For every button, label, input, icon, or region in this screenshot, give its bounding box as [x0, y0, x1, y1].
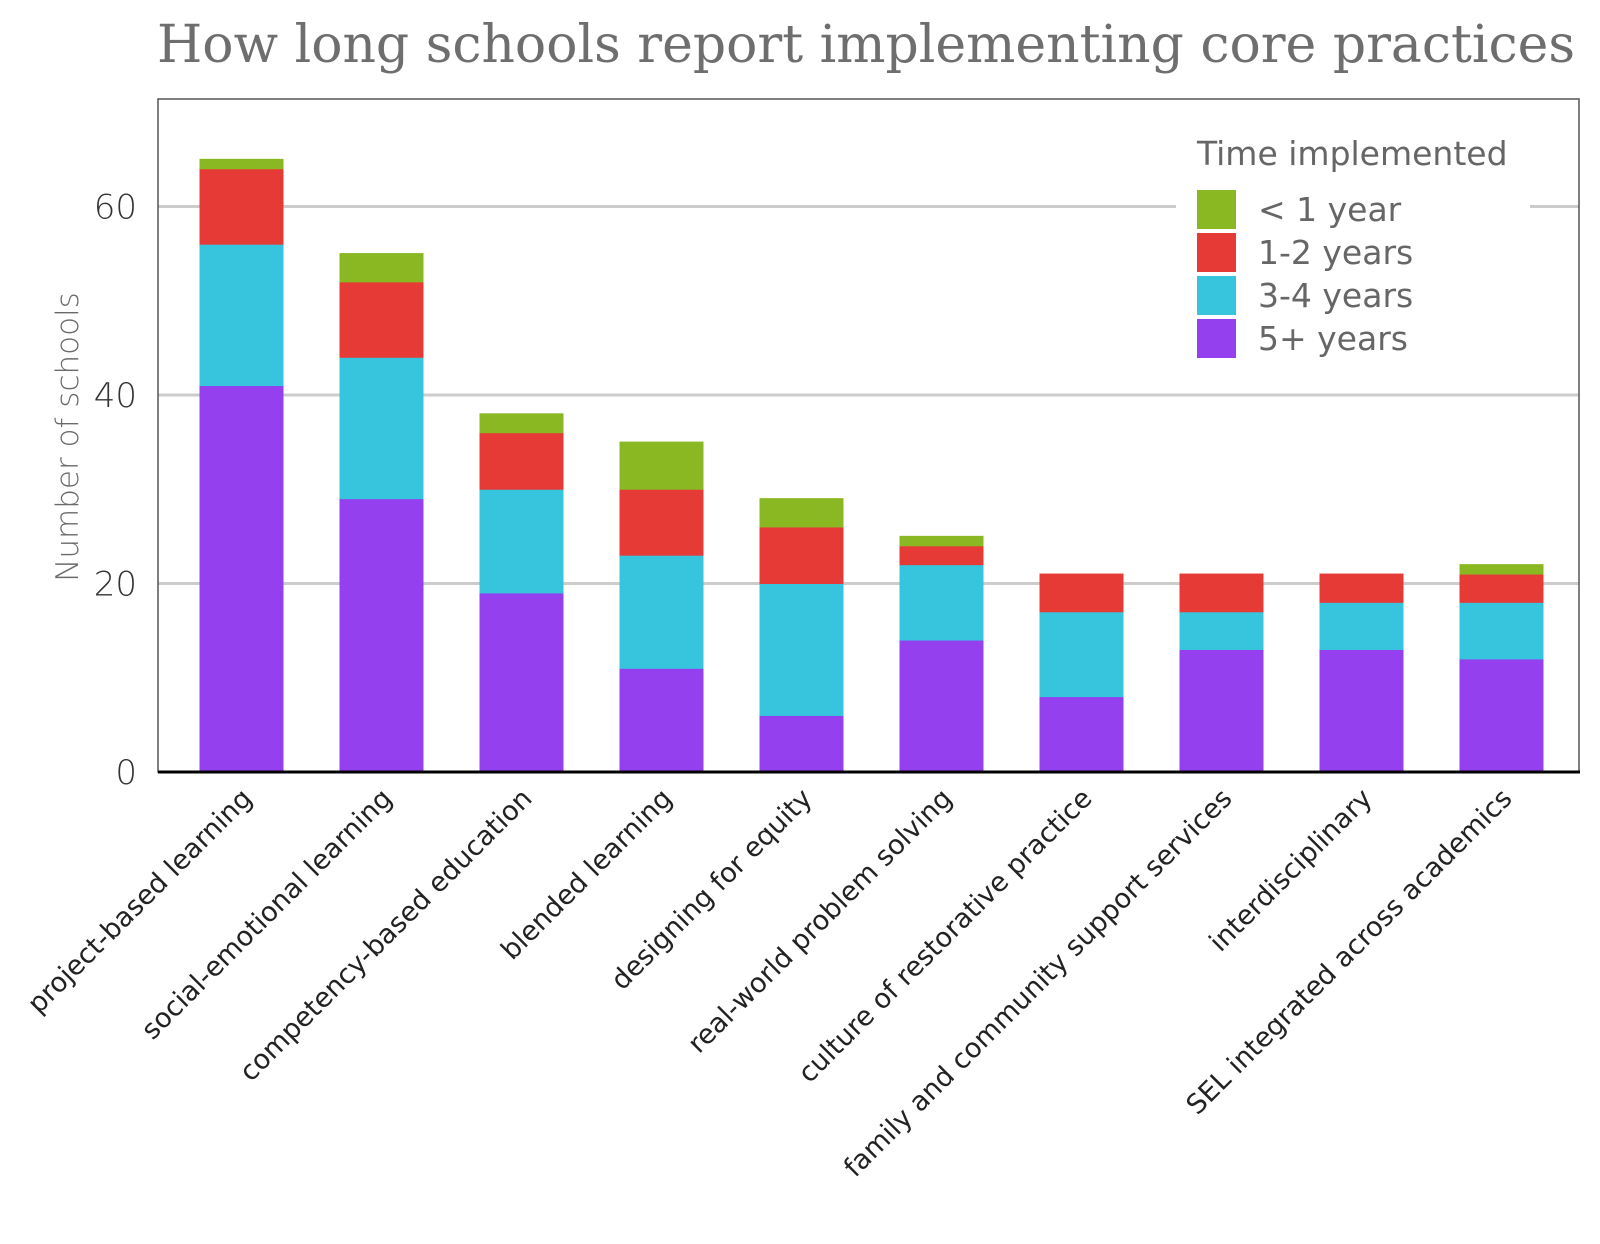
bars: [199, 158, 1544, 773]
bar-segment-5-years: [199, 385, 284, 773]
bar-segment-1-year: [199, 158, 284, 170]
bar-segment-5-years: [619, 667, 704, 773]
bar-stack: [759, 498, 844, 773]
bar-segment-5-years: [1459, 658, 1544, 773]
bar-segment-5-years: [899, 639, 984, 773]
bar-segment-1-2-years: [1039, 573, 1124, 613]
legend-label: 1-2 years: [1258, 233, 1413, 272]
chart-title: How long schools report implementing cor…: [157, 15, 1575, 75]
bar-segment-3-4-years: [339, 356, 424, 500]
bar-stack: [1459, 564, 1544, 773]
bar-stack: [1039, 573, 1124, 773]
bar-segment-1-year: [619, 441, 704, 490]
legend-label: 5+ years: [1258, 319, 1408, 358]
legend-swatch: [1197, 233, 1236, 272]
bar-stack: [1319, 573, 1404, 773]
bar-segment-1-year: [339, 253, 424, 283]
bar-segment-1-2-years: [339, 281, 424, 358]
legend: Time implemented < 1 year 1-2 years 3-4 ye…: [1176, 128, 1530, 368]
bar-segment-1-2-years: [759, 526, 844, 584]
bar-segment-1-2-years: [199, 168, 284, 245]
bar-segment-3-4-years: [1179, 611, 1264, 650]
bar-segment-1-year: [1459, 564, 1544, 575]
bar-segment-1-year: [899, 535, 984, 547]
bar-segment-3-4-years: [1319, 601, 1404, 650]
bar-segment-5-years: [1179, 648, 1264, 773]
bar-stack: [619, 441, 704, 773]
x-tick-label: culture of restorative practice: [792, 783, 1098, 1089]
x-tick-label: social-emotional learning: [136, 783, 399, 1046]
y-tick-labels: 0 20 40 60: [94, 187, 137, 793]
x-tick-label: real-world problem solving: [682, 783, 958, 1059]
bar-segment-3-4-years: [619, 554, 704, 669]
bar-segment-5-years: [759, 714, 844, 773]
y-tick-label: 20: [94, 564, 137, 604]
bar-segment-3-4-years: [199, 243, 284, 387]
legend-swatch: [1197, 276, 1236, 315]
bar-segment-5-years: [339, 498, 424, 773]
bar-segment-1-year: [759, 498, 844, 528]
bar-segment-3-4-years: [479, 488, 564, 594]
bar-segment-1-2-years: [1459, 573, 1544, 603]
bar-segment-1-2-years: [899, 545, 984, 566]
legend-swatch: [1197, 190, 1236, 229]
bar-segment-5-years: [1319, 648, 1404, 773]
bar-segment-3-4-years: [1459, 601, 1544, 660]
legend-title: Time implemented: [1196, 134, 1508, 173]
bar-segment-1-2-years: [479, 432, 564, 490]
legend-label: < 1 year: [1258, 190, 1402, 229]
bar-segment-3-4-years: [759, 582, 844, 716]
bar-segment-1-2-years: [1179, 573, 1264, 613]
y-axis-title: Number of schools: [50, 292, 86, 582]
bar-segment-1-2-years: [1319, 573, 1404, 603]
y-tick-label: 60: [94, 187, 137, 227]
y-tick-label: 0: [115, 753, 137, 793]
bar-stack: [1179, 573, 1264, 773]
bar-stack: [339, 253, 424, 773]
y-tick-label: 40: [94, 376, 137, 416]
legend-label: 3-4 years: [1258, 276, 1413, 315]
legend-swatch: [1197, 319, 1236, 358]
bar-stack: [199, 158, 284, 773]
x-tick-label: competency-based education: [234, 783, 539, 1088]
x-tick-label: project-based learning: [22, 783, 259, 1020]
bar-segment-5-years: [479, 592, 564, 773]
bar-segment-3-4-years: [899, 564, 984, 641]
bar-segment-1-year: [479, 413, 564, 434]
bar-segment-5-years: [1039, 696, 1124, 773]
bar-segment-3-4-years: [1039, 611, 1124, 698]
bar-stack: [899, 535, 984, 773]
bar-segment-1-2-years: [619, 488, 704, 556]
bar-stack: [479, 413, 564, 773]
